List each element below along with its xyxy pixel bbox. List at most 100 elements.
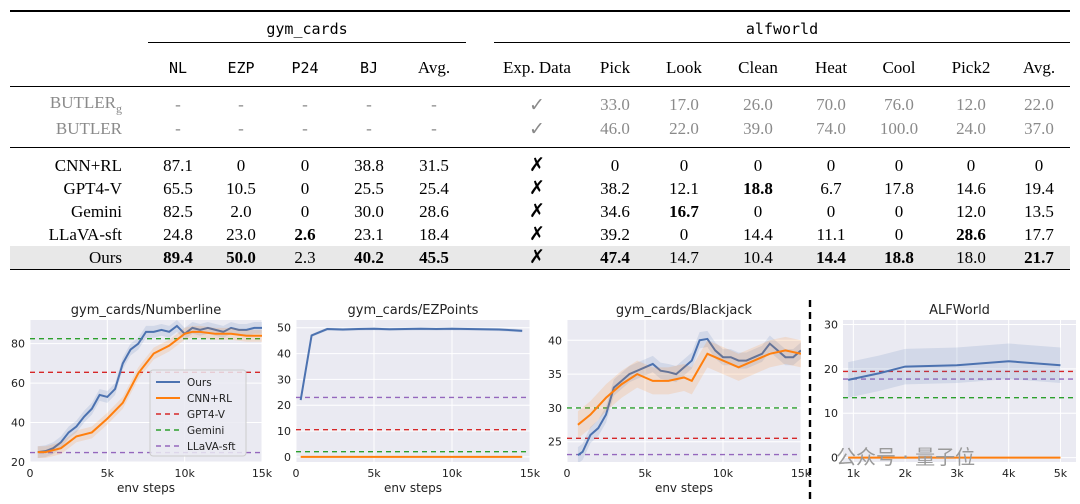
table-cell: 30.0 bbox=[354, 201, 384, 221]
table-cell: 0 bbox=[753, 155, 763, 175]
ours-series-line bbox=[37, 324, 262, 454]
exp-data-mark: ✗ bbox=[529, 178, 545, 199]
blackjack-chart: 25 30 35 40 0 5k 10k 15k gym_cards/Blackjackenv … bbox=[548, 303, 812, 495]
x-tick-label: 1k bbox=[847, 467, 861, 480]
table-cell: 10.5 bbox=[226, 178, 256, 198]
y-tick-label: 50 bbox=[277, 322, 291, 335]
table-cell: 19.4 bbox=[1024, 178, 1054, 198]
table-cell: 0 bbox=[966, 155, 976, 175]
exp-data-mark: ✗ bbox=[529, 155, 545, 176]
reference-rows: BUTLERg - - - - - ✓ 33.0 17.0 26.0 70.0 76.0 12.0 22.… bbox=[10, 87, 1070, 148]
table-cell: - bbox=[336, 117, 402, 148]
table-cell: 14.6 bbox=[956, 178, 986, 198]
plot-area bbox=[843, 320, 1076, 462]
table-cell: 38.2 bbox=[600, 178, 630, 198]
table-cell: 0 bbox=[679, 155, 689, 175]
table-cell: 45.5 bbox=[402, 246, 466, 270]
x-tick-label: 3k bbox=[950, 467, 964, 480]
table-cell: 2.6 bbox=[294, 224, 316, 244]
results-table-container: gym_cards alfworld NL EZP P24 BJ Avg. Ex… bbox=[10, 10, 1070, 270]
col-header: Cool bbox=[864, 50, 934, 87]
x-tick-label: 5k bbox=[638, 467, 652, 480]
cnn-rl-confidence-band bbox=[577, 336, 801, 439]
exp-data-mark: ✓ bbox=[494, 117, 580, 148]
legend-label: Gemini bbox=[187, 425, 224, 437]
y-tick-label: 60 bbox=[11, 377, 25, 390]
table-cell: 34.6 bbox=[600, 201, 630, 221]
table-cell: 22.0 bbox=[650, 117, 718, 148]
x-tick-label: 15k bbox=[791, 467, 812, 480]
table-cell: 0 bbox=[300, 201, 310, 221]
table-cell: 50.0 bbox=[208, 246, 274, 270]
legend-label: Ours bbox=[187, 377, 212, 389]
exp-data-mark: ✗ bbox=[494, 246, 580, 270]
x-tick-label: 5k bbox=[101, 467, 115, 480]
x-tick-label: 5k bbox=[1054, 467, 1068, 480]
y-tick-label: 20 bbox=[824, 363, 838, 376]
row-name: Gemini bbox=[71, 201, 122, 221]
col-header: BJ bbox=[336, 50, 402, 87]
table-cell: 2.3 bbox=[274, 246, 336, 270]
table-cell: - bbox=[175, 95, 181, 114]
y-tick-label: 0 bbox=[831, 452, 838, 465]
gym-cards-group-header: gym_cards bbox=[148, 10, 466, 50]
table-cell: 46.0 bbox=[580, 117, 650, 148]
col-header: Pick bbox=[580, 50, 650, 87]
group-header-row: gym_cards alfworld bbox=[10, 10, 1070, 50]
x-axis-label: env steps bbox=[384, 481, 442, 495]
table-cell: 16.7 bbox=[669, 201, 699, 221]
y-tick-label: 0 bbox=[284, 451, 291, 464]
reference-row: BUTLER - - - - - ✓ 46.0 22.0 39.0 74.0 100.0 24.0 37.… bbox=[10, 117, 1070, 148]
table-cell: 0 bbox=[753, 201, 763, 221]
table-cell: 25.5 bbox=[354, 178, 384, 198]
table-cell: 87.1 bbox=[163, 155, 193, 175]
x-tick-label: 15k bbox=[520, 467, 541, 480]
exp-data-mark: ✗ bbox=[529, 201, 545, 222]
ours-series-line bbox=[847, 360, 1061, 381]
table-cell: 28.6 bbox=[956, 224, 986, 244]
row-name: GPT4-V bbox=[63, 178, 122, 198]
method-row: CNN+RL 87.1 0 0 38.8 31.5 ✗ 0 0 0 0 0 0 0 bbox=[10, 148, 1070, 178]
chart-title: gym_cards/Blackjack bbox=[616, 303, 753, 318]
training-curves-figure: 20 40 60 80 0 5k 10k 15k gym_cards/Numberlineenv… bbox=[11, 300, 1076, 504]
table-cell: 0 bbox=[894, 224, 904, 244]
table-cell: 12.0 bbox=[956, 201, 986, 221]
table-cell: 28.6 bbox=[419, 201, 449, 221]
table-cell: 0 bbox=[679, 224, 689, 244]
x-axis-label: env steps bbox=[117, 481, 175, 495]
table-cell: 14.4 bbox=[743, 224, 773, 244]
table-cell: 0 bbox=[894, 155, 904, 175]
table-cell: 76.0 bbox=[884, 95, 914, 114]
table-cell: 14.7 bbox=[650, 246, 718, 270]
table-cell: 0 bbox=[826, 155, 836, 175]
method-row: GPT4-V 65.5 10.5 0 25.5 25.4 ✗ 38.2 12.1 18.8 6.7 1… bbox=[10, 177, 1070, 200]
col-header: Pick2 bbox=[934, 50, 1008, 87]
x-tick-label: 2k bbox=[898, 467, 912, 480]
table-cell: 0 bbox=[300, 178, 310, 198]
table-cell: 38.8 bbox=[354, 155, 384, 175]
legend-label: LLaVA-sft bbox=[187, 441, 236, 453]
table-cell: 17.7 bbox=[1024, 224, 1054, 244]
table-cell: 39.0 bbox=[718, 117, 798, 148]
results-table: gym_cards alfworld NL EZP P24 BJ Avg. Ex… bbox=[10, 10, 1070, 270]
ours-confidence-band bbox=[37, 320, 262, 459]
table-cell: - bbox=[366, 95, 372, 114]
series-layer bbox=[296, 327, 530, 458]
legend-label: GPT4-V bbox=[187, 409, 226, 421]
table-cell: - bbox=[208, 117, 274, 148]
table-cell: 0 bbox=[1034, 155, 1044, 175]
col-header: Avg. bbox=[1008, 50, 1070, 87]
reference-row: BUTLERg - - - - - ✓ 33.0 17.0 26.0 70.0 76.0 12.0 22.… bbox=[10, 87, 1070, 118]
x-tick-label: 10k bbox=[442, 467, 463, 480]
table-cell: 89.4 bbox=[148, 246, 208, 270]
table-cell: 12.1 bbox=[669, 178, 699, 198]
table-cell: 23.1 bbox=[354, 224, 384, 244]
table-cell: 33.0 bbox=[600, 95, 630, 114]
ours-series-line bbox=[299, 327, 523, 401]
x-tick-label: 4k bbox=[1002, 467, 1016, 480]
table-cell: 18.8 bbox=[743, 178, 773, 198]
column-header-row: NL EZP P24 BJ Avg. Exp. Data Pick Look C… bbox=[10, 50, 1070, 87]
table-cell: 22.0 bbox=[1024, 95, 1054, 114]
col-header: P24 bbox=[274, 50, 336, 87]
table-cell: - bbox=[402, 117, 466, 148]
